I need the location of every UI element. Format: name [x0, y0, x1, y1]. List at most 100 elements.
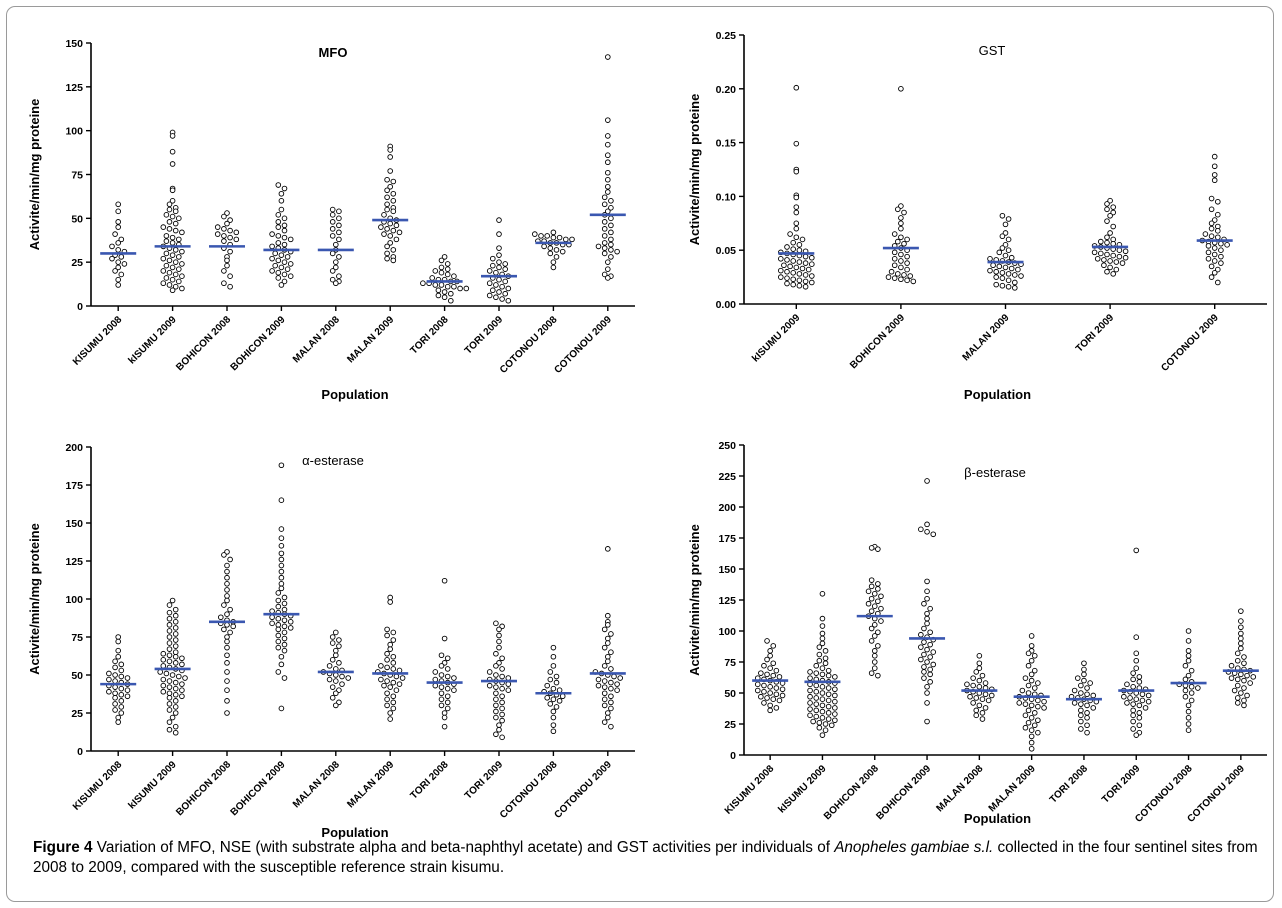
- data-point: [115, 224, 121, 230]
- data-point: [221, 626, 227, 633]
- data-point: [444, 261, 451, 267]
- data-point: [550, 229, 557, 236]
- data-point: [502, 266, 509, 272]
- data-point: [489, 255, 496, 262]
- data-point: [275, 182, 282, 188]
- data-point: [1110, 209, 1117, 216]
- data-point: [793, 209, 800, 216]
- data-point: [224, 710, 230, 716]
- data-point: [979, 672, 986, 679]
- data-point: [275, 622, 282, 628]
- data-point: [1074, 675, 1081, 681]
- data-point: [813, 662, 820, 669]
- data-point: [269, 614, 275, 621]
- data-point: [1094, 256, 1101, 262]
- data-point: [489, 287, 496, 294]
- data-point: [1078, 712, 1084, 719]
- data-point: [390, 693, 397, 700]
- data-point: [160, 255, 167, 262]
- data-point: [885, 274, 892, 280]
- data-point: [1133, 696, 1140, 703]
- data-point: [172, 710, 179, 716]
- data-point: [608, 705, 614, 712]
- data-point: [1130, 726, 1136, 732]
- data-point: [118, 271, 125, 278]
- data-point: [486, 268, 493, 274]
- data-point: [924, 718, 930, 725]
- data-point: [898, 234, 904, 241]
- data-point: [754, 681, 761, 688]
- data-point: [166, 701, 173, 707]
- data-point: [1244, 672, 1250, 679]
- data-point: [813, 670, 820, 676]
- data-point: [1238, 645, 1244, 652]
- data-point: [878, 618, 884, 624]
- data-point: [390, 705, 397, 712]
- x-category-label: COTONOU 2008: [498, 314, 560, 376]
- data-point: [287, 618, 294, 625]
- data-point: [224, 262, 230, 269]
- data-point: [875, 629, 881, 636]
- data-point: [275, 219, 282, 225]
- data-point: [1133, 634, 1140, 640]
- data-point: [921, 669, 927, 675]
- y-tick-label: 25: [724, 719, 736, 731]
- data-point: [115, 719, 121, 725]
- data-point: [269, 620, 275, 627]
- data-point: [169, 287, 176, 294]
- data-point: [1011, 285, 1018, 291]
- data-point: [532, 231, 538, 237]
- data-point: [871, 665, 878, 671]
- data-point: [233, 229, 240, 236]
- data-point: [1136, 714, 1143, 721]
- data-point: [901, 240, 907, 247]
- data-point: [390, 679, 397, 686]
- data-point: [1185, 708, 1192, 715]
- data-point: [767, 648, 773, 654]
- data-point: [1025, 690, 1032, 696]
- data-point: [976, 665, 983, 671]
- data-point: [608, 685, 614, 692]
- data-point: [1244, 692, 1250, 699]
- data-point: [390, 257, 397, 264]
- data-point: [559, 693, 566, 700]
- data-point: [224, 568, 230, 575]
- data-point: [227, 234, 233, 241]
- data-point: [1211, 251, 1218, 258]
- data-point: [278, 580, 285, 587]
- data-point: [819, 714, 826, 721]
- data-point: [825, 691, 832, 698]
- data-point: [819, 615, 826, 622]
- data-point: [112, 672, 118, 678]
- figure-panel: 0 25 50 75 100 125 150 KISUMU 2008 kISUMU 2009 BO…: [6, 6, 1274, 902]
- data-point: [179, 229, 185, 236]
- data-point: [1208, 225, 1215, 232]
- data-point: [160, 688, 167, 695]
- data-point: [999, 233, 1006, 240]
- data-point: [802, 260, 809, 266]
- x-category-label: TORI 2008: [1048, 763, 1091, 806]
- data-point: [832, 674, 838, 680]
- data-point: [496, 259, 502, 265]
- data-point: [832, 698, 838, 705]
- data-point: [894, 206, 901, 213]
- data-point: [329, 250, 336, 257]
- data-point: [976, 677, 983, 684]
- data-point: [384, 664, 390, 671]
- data-point: [601, 626, 608, 633]
- x-category-label: TORI 2009: [1074, 312, 1117, 355]
- data-point: [891, 256, 898, 262]
- data-point: [493, 650, 499, 657]
- x-category-label: COTONOU 2009: [1185, 763, 1247, 825]
- data-point: [160, 650, 167, 657]
- data-point: [904, 277, 910, 284]
- data-point: [767, 683, 773, 690]
- data-point: [275, 257, 282, 264]
- data-point: [166, 628, 173, 634]
- x-category-label: COTONOU 2009: [1159, 312, 1221, 374]
- data-point: [793, 194, 800, 201]
- data-point: [172, 685, 179, 692]
- data-point: [1097, 238, 1104, 245]
- data-point: [1185, 638, 1192, 644]
- data-point: [1104, 251, 1110, 258]
